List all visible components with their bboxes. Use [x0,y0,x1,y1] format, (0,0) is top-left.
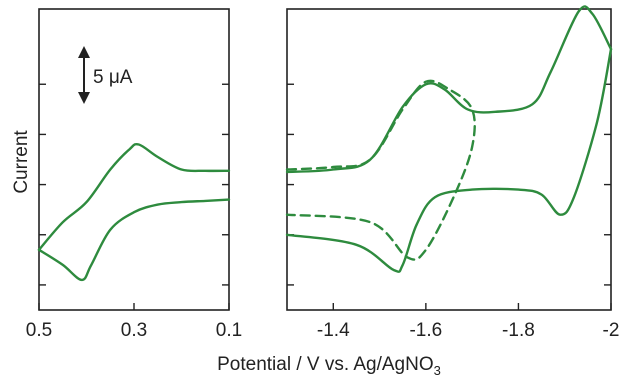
right-x-tick-label-3: -2 [603,320,620,341]
scale-bar: 5 μA [78,46,133,104]
left-x-tick-label-1: 0.3 [121,320,147,341]
right-trace-0 [285,5,613,174]
axis-ticks [38,83,612,310]
right-panel-frame [286,8,612,311]
right-x-tick-label-0: -1.4 [317,320,350,341]
x-axis-label-subscript: 3 [434,363,441,375]
scale-bar-arrow-down-icon [78,92,90,104]
left-trace-0 [37,142,231,251]
x-axis-label-main: Potential / V vs. Ag/AgNO [217,354,434,375]
left-trace-1 [37,198,231,282]
left-panel-frame [38,8,230,311]
right-x-tick-label-1: -1.6 [409,320,442,341]
scale-bar-arrow-up-icon [78,46,90,58]
x-axis-label: Potential / V vs. Ag/AgNO3 [217,354,441,375]
left-x-tick-label-2: 0.1 [216,320,242,341]
scale-bar-label: 5 μA [93,67,133,88]
right-trace-1 [285,47,613,273]
right-trace-2 [285,79,476,261]
x-tick-labels: 0.5 0.3 0.1 -1.4 -1.6 -1.8 -2 [26,320,620,341]
left-x-tick-label-0: 0.5 [26,320,52,341]
cv-traces [37,5,613,282]
right-x-tick-label-2: -1.8 [502,320,535,341]
y-axis-label: Current [11,130,32,194]
